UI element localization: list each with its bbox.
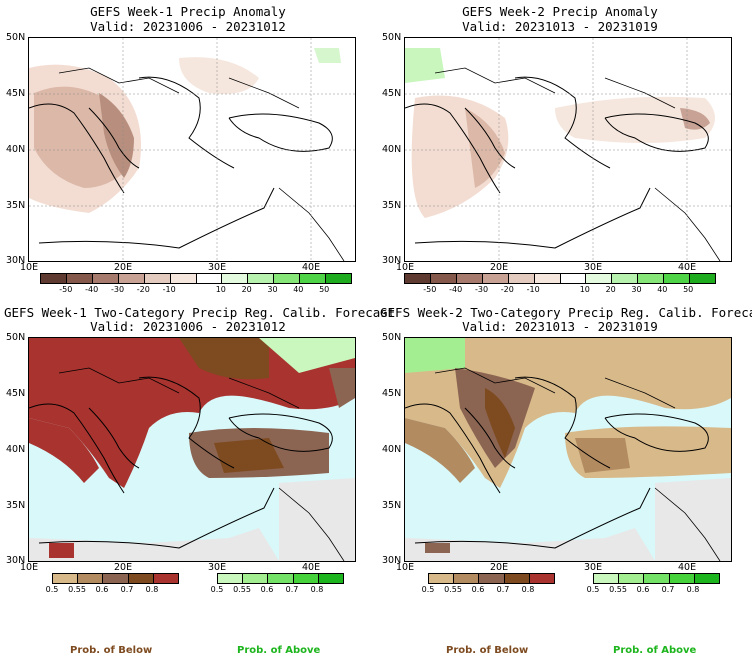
lat-label: 35N bbox=[6, 200, 26, 211]
lon-label: 40E bbox=[678, 562, 697, 573]
lat-label: 40N bbox=[382, 444, 402, 455]
map-canvas bbox=[29, 38, 355, 261]
panel-title: GEFS Week-2 Precip Anomaly bbox=[462, 4, 658, 19]
panel-valid-dates: Valid: 20231006 - 20231012 bbox=[90, 19, 286, 34]
lon-label: 10E bbox=[20, 262, 39, 273]
anomaly-map bbox=[404, 37, 732, 262]
panel-valid-dates: Valid: 20231006 - 20231012 bbox=[90, 319, 286, 334]
anomaly-colorbar bbox=[40, 273, 352, 284]
lon-label: 20E bbox=[114, 562, 133, 573]
panel-valid-dates: Valid: 20231013 - 20231019 bbox=[462, 19, 658, 34]
lat-label: 30N bbox=[382, 255, 402, 266]
lon-label: 30E bbox=[584, 262, 603, 273]
lat-label: 45N bbox=[382, 388, 402, 399]
lon-label: 40E bbox=[302, 262, 321, 273]
panel-title: GEFS Week-2 Two-Category Precip Reg. Cal… bbox=[380, 305, 752, 320]
prob-below-label: Prob. of Below bbox=[70, 645, 153, 656]
lat-label: 30N bbox=[382, 555, 402, 566]
map-canvas bbox=[405, 338, 731, 561]
panel-valid-dates: Valid: 20231013 - 20231019 bbox=[462, 319, 658, 334]
lon-label: 10E bbox=[396, 262, 415, 273]
lat-label: 30N bbox=[6, 555, 26, 566]
lat-label: 35N bbox=[382, 200, 402, 211]
lat-label: 40N bbox=[6, 444, 26, 455]
above-colorbar bbox=[593, 573, 720, 584]
above-colorbar bbox=[217, 573, 344, 584]
anomaly-map bbox=[28, 37, 356, 262]
prob-above-label: Prob. of Above bbox=[613, 645, 697, 656]
panel-week2-anomaly: GEFS Week-2 Precip Anomaly Valid: 202310… bbox=[376, 0, 752, 300]
lat-label: 45N bbox=[6, 388, 26, 399]
probability-map bbox=[404, 337, 732, 562]
lon-label: 40E bbox=[678, 262, 697, 273]
lat-label: 30N bbox=[6, 255, 26, 266]
lat-label: 45N bbox=[382, 88, 402, 99]
probability-map bbox=[28, 337, 356, 562]
panel-title: GEFS Week-1 Precip Anomaly bbox=[90, 4, 286, 19]
lat-label: 40N bbox=[6, 144, 26, 155]
lon-label: 20E bbox=[490, 562, 509, 573]
panel-title: GEFS Week-1 Two-Category Precip Reg. Cal… bbox=[4, 305, 396, 320]
lat-label: 50N bbox=[382, 32, 402, 43]
lon-label: 10E bbox=[20, 562, 39, 573]
lat-label: 45N bbox=[6, 88, 26, 99]
lat-label: 35N bbox=[6, 500, 26, 511]
map-canvas bbox=[29, 338, 355, 561]
lon-label: 30E bbox=[208, 562, 227, 573]
prob-above-label: Prob. of Above bbox=[237, 645, 321, 656]
lat-label: 40N bbox=[382, 144, 402, 155]
panel-week1-probability: GEFS Week-1 Two-Category Precip Reg. Cal… bbox=[0, 300, 395, 600]
below-colorbar bbox=[52, 573, 179, 584]
prob-below-label: Prob. of Below bbox=[446, 645, 529, 656]
below-colorbar bbox=[428, 573, 555, 584]
lat-label: 35N bbox=[382, 500, 402, 511]
map-canvas bbox=[405, 38, 731, 261]
lat-label: 50N bbox=[382, 332, 402, 343]
lon-label: 20E bbox=[114, 262, 133, 273]
lat-label: 50N bbox=[6, 332, 26, 343]
panel-week2-probability: GEFS Week-2 Two-Category Precip Reg. Cal… bbox=[376, 300, 752, 600]
lon-label: 30E bbox=[208, 262, 227, 273]
anomaly-colorbar bbox=[404, 273, 716, 284]
lon-label: 10E bbox=[396, 562, 415, 573]
lon-label: 30E bbox=[584, 562, 603, 573]
lon-label: 40E bbox=[302, 562, 321, 573]
lon-label: 20E bbox=[490, 262, 509, 273]
panel-week1-anomaly: GEFS Week-1 Precip Anomaly Valid: 202310… bbox=[0, 0, 376, 300]
lat-label: 50N bbox=[6, 32, 26, 43]
